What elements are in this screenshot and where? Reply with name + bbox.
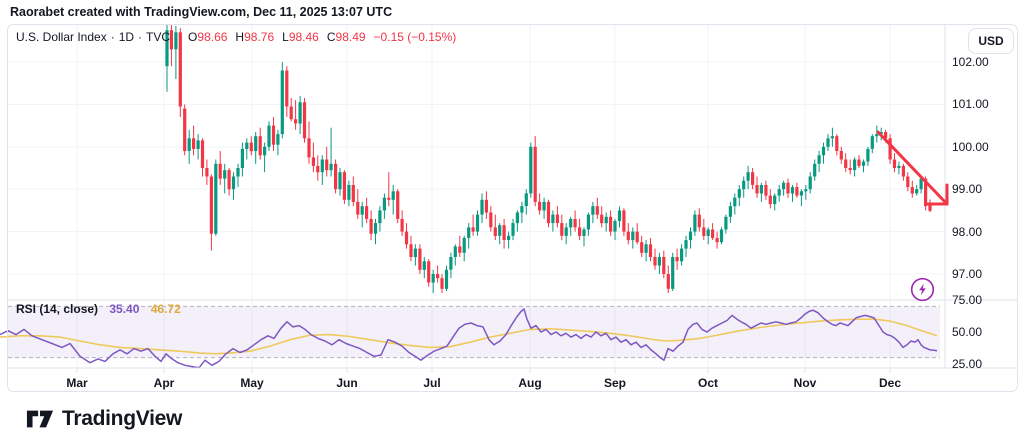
rsi-title: RSI (14, close) bbox=[16, 302, 99, 316]
rsi-axis-label: 25.00 bbox=[952, 357, 983, 371]
rsi-legend: RSI (14, close) 35.40 46.72 bbox=[16, 302, 181, 316]
price-axis-label: 97.00 bbox=[952, 267, 983, 281]
high-label: H bbox=[235, 30, 245, 44]
tradingview-logo-text: TradingView bbox=[62, 407, 183, 430]
time-axis-label: Sep bbox=[603, 376, 626, 390]
attribution-text: Raorabet created with TradingView.com, D… bbox=[10, 5, 393, 19]
exchange-label: TVC bbox=[146, 30, 171, 44]
time-axis-label: Aug bbox=[518, 376, 542, 390]
open-value: 98.66 bbox=[197, 30, 228, 44]
close-label: C bbox=[326, 30, 336, 44]
price-axis-label: 101.00 bbox=[952, 97, 989, 112]
interval-label: 1D bbox=[118, 30, 135, 44]
low-label: L bbox=[282, 30, 289, 44]
time-axis-label: Mar bbox=[66, 376, 88, 390]
price-axis-label: 100.00 bbox=[952, 139, 989, 154]
price-axis-label: 102.00 bbox=[952, 55, 989, 69]
boost-lightning-button[interactable] bbox=[910, 277, 935, 302]
trend-arrow bbox=[876, 130, 949, 206]
legend-separator: · bbox=[110, 30, 115, 44]
close-value: 98.49 bbox=[335, 30, 366, 44]
lightning-icon bbox=[910, 277, 935, 302]
legend-separator: · bbox=[138, 30, 143, 44]
time-axis-label: Apr bbox=[153, 376, 175, 390]
time-axis-label: Oct bbox=[697, 376, 718, 390]
rsi-value: 35.40 bbox=[109, 302, 140, 316]
high-value: 98.76 bbox=[244, 30, 275, 44]
change-value: −0.15 (−0.15%) bbox=[373, 30, 457, 44]
tradingview-logo-link[interactable]: TradingView bbox=[26, 405, 182, 433]
currency-button[interactable]: USD bbox=[968, 28, 1014, 54]
time-axis-label: Jul bbox=[423, 376, 441, 390]
tradingview-logo-icon bbox=[26, 410, 54, 428]
time-axis-label: Nov bbox=[793, 376, 817, 390]
price-axis-label: 98.00 bbox=[952, 224, 983, 239]
time-axis-label: Jun bbox=[336, 376, 358, 390]
price-axis-label: 99.00 bbox=[952, 182, 983, 197]
rsi-axis-label: 50.00 bbox=[952, 325, 983, 339]
symbol-title: U.S. Dollar Index bbox=[16, 30, 107, 44]
rsi-axis-label: 75.00 bbox=[952, 293, 983, 307]
rsi-ma-value: 46.72 bbox=[150, 302, 181, 316]
low-value: 98.46 bbox=[288, 30, 319, 44]
time-axis-label: Dec bbox=[878, 376, 901, 390]
open-label: O bbox=[188, 30, 198, 44]
time-axis-label: May bbox=[240, 376, 264, 390]
symbol-legend: U.S. Dollar Index · 1D · TVC O98.66 H98.76 L98.… bbox=[16, 30, 456, 44]
